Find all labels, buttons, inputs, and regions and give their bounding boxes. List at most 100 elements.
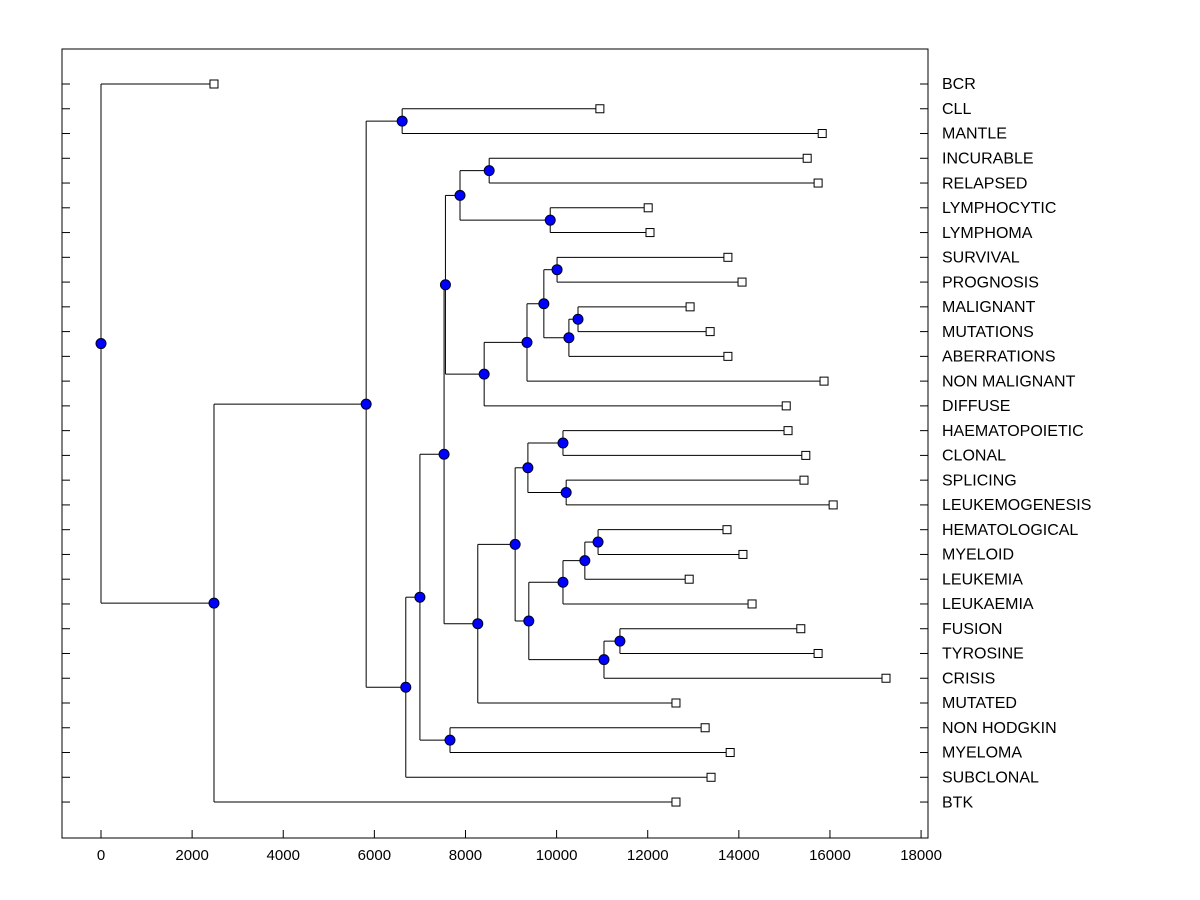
leaf-label: MYELOID — [942, 547, 1014, 564]
leaf-marker — [671, 698, 681, 708]
leaf-label: MUTATED — [942, 695, 1017, 712]
leaf-marker — [685, 302, 695, 312]
cluster-node — [614, 635, 626, 647]
leaf-label: BCR — [942, 76, 976, 93]
x-tick-label: 10000 — [536, 847, 578, 864]
leaf-label: SURVIVAL — [942, 250, 1020, 267]
leaf-label: TYROSINE — [942, 646, 1024, 663]
leaf-marker — [813, 178, 823, 188]
leaf-label: MANTLE — [942, 126, 1007, 143]
leaf-label: HEMATOLOGICAL — [942, 522, 1078, 539]
leaf-labels: BCR CLL MANTLE INCURABLE RELAPSED LYMPHOCYTIC… — [942, 76, 1091, 811]
leaf-label: INCURABLE — [942, 150, 1034, 167]
x-tick-label: 12000 — [627, 847, 669, 864]
leaf-label: LYMPHOMA — [942, 225, 1033, 242]
cluster-node — [95, 338, 107, 350]
leaf-marker — [738, 549, 748, 559]
leaf-marker — [819, 376, 829, 386]
cluster-node — [521, 336, 533, 348]
cluster-node — [360, 398, 372, 410]
cluster-node — [557, 437, 569, 449]
cluster-node — [414, 591, 426, 603]
leaf-marker — [722, 525, 732, 535]
cluster-node — [483, 165, 495, 177]
leaf-label: RELAPSED — [942, 175, 1027, 192]
plot-frame — [61, 48, 929, 839]
leaf-marker — [643, 203, 653, 213]
leaf-label: NON HODGKIN — [942, 720, 1057, 737]
axis-ticks: 0 2000 4000 6000 8000 10000 12000 14000 16000 180… — [62, 83, 942, 864]
leaf-label: MUTATIONS — [942, 324, 1034, 341]
leaf-marker — [706, 772, 716, 782]
x-tick-label: 18000 — [900, 847, 942, 864]
leaf-label: SPLICING — [942, 472, 1017, 489]
leaf-marker — [799, 475, 809, 485]
cluster-node — [472, 618, 484, 630]
cluster-node — [439, 279, 451, 291]
cluster-node — [454, 189, 466, 201]
leaf-label: BTK — [942, 794, 973, 811]
x-tick-label: 16000 — [809, 847, 851, 864]
cluster-node — [396, 115, 408, 127]
x-tick-label: 4000 — [267, 847, 300, 864]
leaf-label: HAEMATOPOIETIC — [942, 423, 1084, 440]
cluster-node — [208, 597, 220, 609]
leaf-marker — [747, 599, 757, 609]
cluster-node — [522, 462, 534, 474]
leaf-label: MALIGNANT — [942, 299, 1036, 316]
leaf-marker — [595, 104, 605, 114]
leaf-label: CRISIS — [942, 670, 995, 687]
cluster-node — [560, 487, 572, 499]
leaf-marker — [209, 79, 219, 89]
x-tick-label: 2000 — [175, 847, 208, 864]
leaf-marker — [645, 228, 655, 238]
cluster-node — [523, 615, 535, 627]
cluster-node — [400, 681, 412, 693]
cluster-node — [592, 536, 604, 548]
leaf-label: SUBCLONAL — [942, 769, 1039, 786]
cluster-node — [557, 576, 569, 588]
leaf-label: LEUKAEMIA — [942, 596, 1034, 613]
leaf-label: FUSION — [942, 621, 1002, 638]
leaf-label: LEUKEMIA — [942, 571, 1023, 588]
cluster-node — [572, 313, 584, 325]
leaf-label: LYMPHOCYTIC — [942, 200, 1056, 217]
leaf-marker — [705, 327, 715, 337]
leaf-label: NON MALIGNANT — [942, 373, 1076, 390]
leaf-marker — [783, 426, 793, 436]
leaf-label: MYELOMA — [942, 745, 1022, 762]
leaf-marker — [723, 252, 733, 262]
cluster-node — [438, 448, 450, 460]
leaf-marker — [801, 450, 811, 460]
leaf-label: DIFFUSE — [942, 398, 1010, 415]
x-tick-label: 8000 — [449, 847, 482, 864]
cluster-node — [563, 332, 575, 344]
leaf-marker — [881, 673, 891, 683]
leaf-label: CLONAL — [942, 448, 1006, 465]
leaf-marker — [725, 748, 735, 758]
leaf-label: LEUKEMOGENESIS — [942, 497, 1091, 514]
leaf-marker — [813, 648, 823, 658]
x-tick-label: 6000 — [358, 847, 391, 864]
leaf-marker — [802, 153, 812, 163]
leaf-label: PROGNOSIS — [942, 274, 1039, 291]
leaf-marker — [828, 500, 838, 510]
cluster-node — [579, 555, 591, 567]
leaf-label: ABERRATIONS — [942, 349, 1056, 366]
leaf-marker — [781, 401, 791, 411]
cluster-node — [444, 734, 456, 746]
cluster-node — [544, 214, 556, 226]
leaf-marker — [700, 723, 710, 733]
leaf-marker — [671, 797, 681, 807]
dendrogram-nodes — [95, 79, 891, 807]
leaf-label: CLL — [942, 101, 971, 118]
cluster-node — [538, 298, 550, 310]
x-tick-label: 14000 — [718, 847, 760, 864]
cluster-node — [551, 264, 563, 276]
leaf-marker — [684, 574, 694, 584]
leaf-marker — [723, 351, 733, 361]
leaf-marker — [817, 129, 827, 139]
leaf-marker — [737, 277, 747, 287]
cluster-node — [509, 538, 521, 550]
